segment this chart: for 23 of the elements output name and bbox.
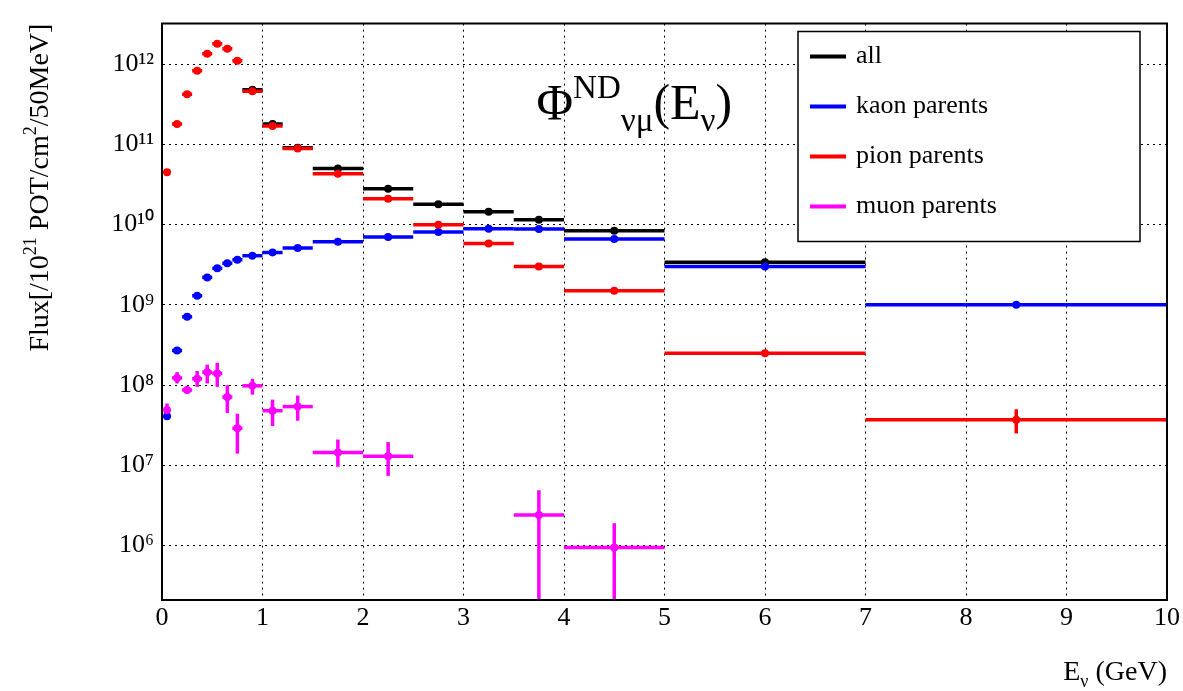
legend-label: muon parents (856, 190, 997, 220)
x-tick-label: 1 (256, 602, 269, 632)
x-tick-label: 0 (155, 602, 169, 632)
y-axis-title: Flux[/1021 POT/cm2/50MeV] (20, 23, 54, 352)
x-tick-label: 2 (356, 602, 370, 632)
y-tick-label: 10¹² (112, 47, 155, 77)
legend-label: kaon parents (856, 90, 989, 120)
legend-label: all (856, 40, 882, 70)
legend-label: pion parents (856, 140, 984, 170)
x-tick-label: 6 (758, 602, 772, 632)
x-tick-label: 8 (959, 602, 973, 632)
y-tick-label: 10⁶ (118, 529, 154, 559)
y-tick-label: 10¹⁰ (111, 208, 154, 238)
x-tick-label: 9 (1060, 602, 1073, 632)
y-tick-label: 10⁷ (118, 449, 154, 479)
x-tick-label: 4 (557, 602, 571, 632)
x-tick-label: 5 (658, 602, 671, 632)
y-tick-label: 10⁸ (118, 368, 154, 398)
x-tick-label: 7 (859, 602, 872, 632)
x-tick-label: 3 (457, 602, 470, 632)
x-tick-label: 10 (1154, 602, 1180, 632)
y-tick-label: 10⁹ (118, 288, 154, 318)
y-tick-label: 10¹¹ (112, 128, 154, 158)
